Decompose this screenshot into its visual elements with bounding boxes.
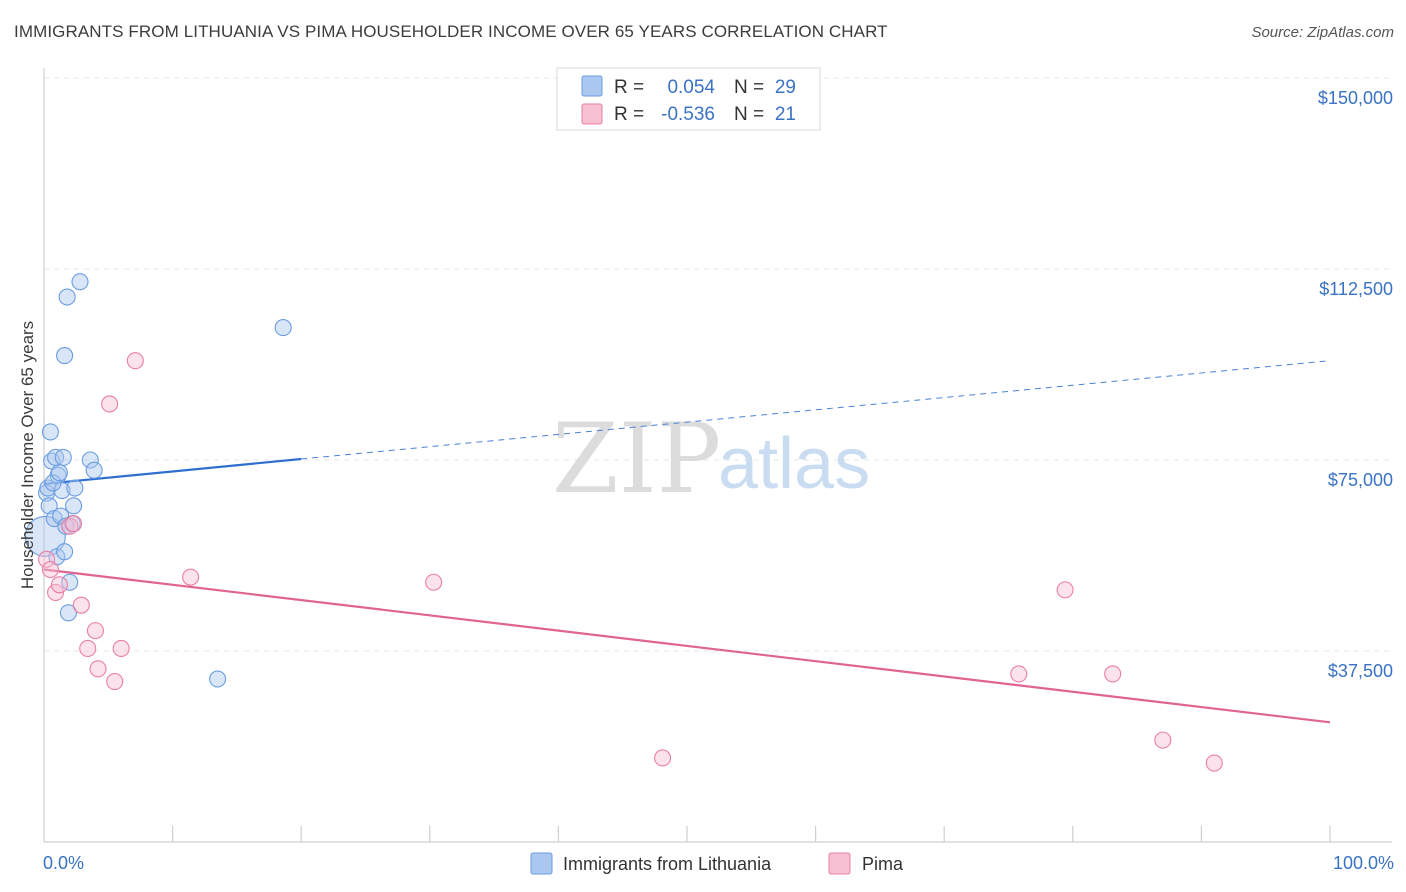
point-pima-1 [41, 560, 59, 579]
y-tick-label-2: $75,000 [1328, 470, 1393, 490]
point-lithuania-14 [56, 347, 74, 365]
legend-n-value-1: 29 [775, 77, 796, 98]
legend-r-label-2: R = [614, 104, 644, 125]
point-pima-18 [1056, 581, 1074, 599]
legend-n-label-1: N = [734, 77, 764, 98]
bottom-legend: Immigrants from Lithuania Pima [530, 852, 904, 875]
point-pima-5 [65, 515, 83, 533]
legend-swatch-lithuania [581, 75, 603, 97]
gridlines [44, 77, 1392, 652]
x-ticks [172, 826, 1331, 842]
point-lithuania-16 [59, 604, 77, 622]
point-lithuania-17 [61, 573, 79, 591]
point-pima-3 [50, 576, 68, 594]
point-lithuania-22 [81, 451, 99, 469]
bottom-legend-pima: Pima [862, 854, 904, 874]
legend-r-label-1: R = [614, 77, 644, 98]
point-lithuania-23 [85, 461, 103, 479]
data-points [24, 273, 1223, 772]
point-pima-20 [1154, 731, 1172, 749]
point-pima-9 [89, 660, 107, 678]
point-lithuania-28 [274, 319, 292, 337]
axes [43, 68, 1392, 843]
point-pima-13 [126, 352, 144, 370]
point-pima-15 [425, 573, 443, 591]
legend-r-value-2: -0.536 [661, 104, 715, 125]
point-pima-16 [654, 749, 672, 767]
watermark-zip: ZIP [552, 403, 721, 515]
legend-box: R = 0.054 N = 29 R = -0.536 N = 21 [556, 67, 821, 131]
point-pima-11 [106, 673, 124, 691]
point-pima-0 [38, 550, 56, 568]
watermark-atlas: atlas [718, 424, 870, 504]
legend-n-value-2: 21 [775, 104, 796, 125]
x-tick-label-max: 100.0% [1333, 853, 1394, 873]
point-lithuania-27 [209, 670, 227, 688]
y-tick-label-0: $150,000 [1318, 88, 1393, 108]
legend-n-label-2: N = [734, 104, 764, 125]
point-pima-2 [47, 583, 65, 601]
point-lithuania-13 [56, 543, 74, 561]
point-lithuania-20 [66, 479, 84, 497]
bottom-legend-lithuania: Immigrants from Lithuania [563, 854, 772, 874]
point-lithuania-24 [44, 474, 62, 492]
y-tick-label-3: $37,500 [1328, 661, 1393, 681]
point-pima-12 [112, 639, 130, 658]
point-pima-7 [79, 639, 97, 658]
point-pima-21 [1205, 754, 1223, 772]
trend-line-pima [43, 568, 1331, 724]
point-lithuania-3 [40, 497, 58, 515]
point-lithuania-2 [39, 479, 57, 497]
point-lithuania-21 [71, 273, 89, 291]
legend-r-value-1: 0.054 [667, 77, 715, 98]
point-pima-6 [72, 596, 90, 614]
point-lithuania-4 [41, 423, 59, 441]
legend-swatch-pima [581, 103, 603, 125]
bottom-legend-swatch-pima [828, 852, 851, 875]
point-lithuania-15 [58, 288, 76, 306]
point-pima-19 [1104, 665, 1122, 683]
point-lithuania-19 [65, 497, 83, 515]
trend-line-lithuania-extension [301, 360, 1331, 460]
source-label: Source: ZipAtlas.com [1251, 24, 1394, 41]
point-pima-17 [1010, 665, 1028, 683]
watermark: ZIP atlas [552, 403, 870, 515]
trend-lines [43, 360, 1331, 724]
point-lithuania-25 [50, 464, 68, 482]
trend-line-lithuania [43, 457, 302, 486]
y-tick-labels: $150,000 $112,500 $75,000 $37,500 [1318, 88, 1393, 681]
x-tick-label-min: 0.0% [43, 853, 84, 873]
point-lithuania-12 [54, 448, 72, 467]
y-tick-label-1: $112,500 [1319, 279, 1393, 299]
point-pima-14 [182, 568, 200, 586]
point-pima-10 [101, 395, 119, 413]
y-axis-title: Householder Income Over 65 years [18, 321, 37, 589]
chart-title: IMMIGRANTS FROM LITHUANIA VS PIMA HOUSEH… [14, 22, 888, 41]
bottom-legend-swatch-lithuania [530, 852, 553, 875]
point-pima-8 [86, 622, 104, 640]
